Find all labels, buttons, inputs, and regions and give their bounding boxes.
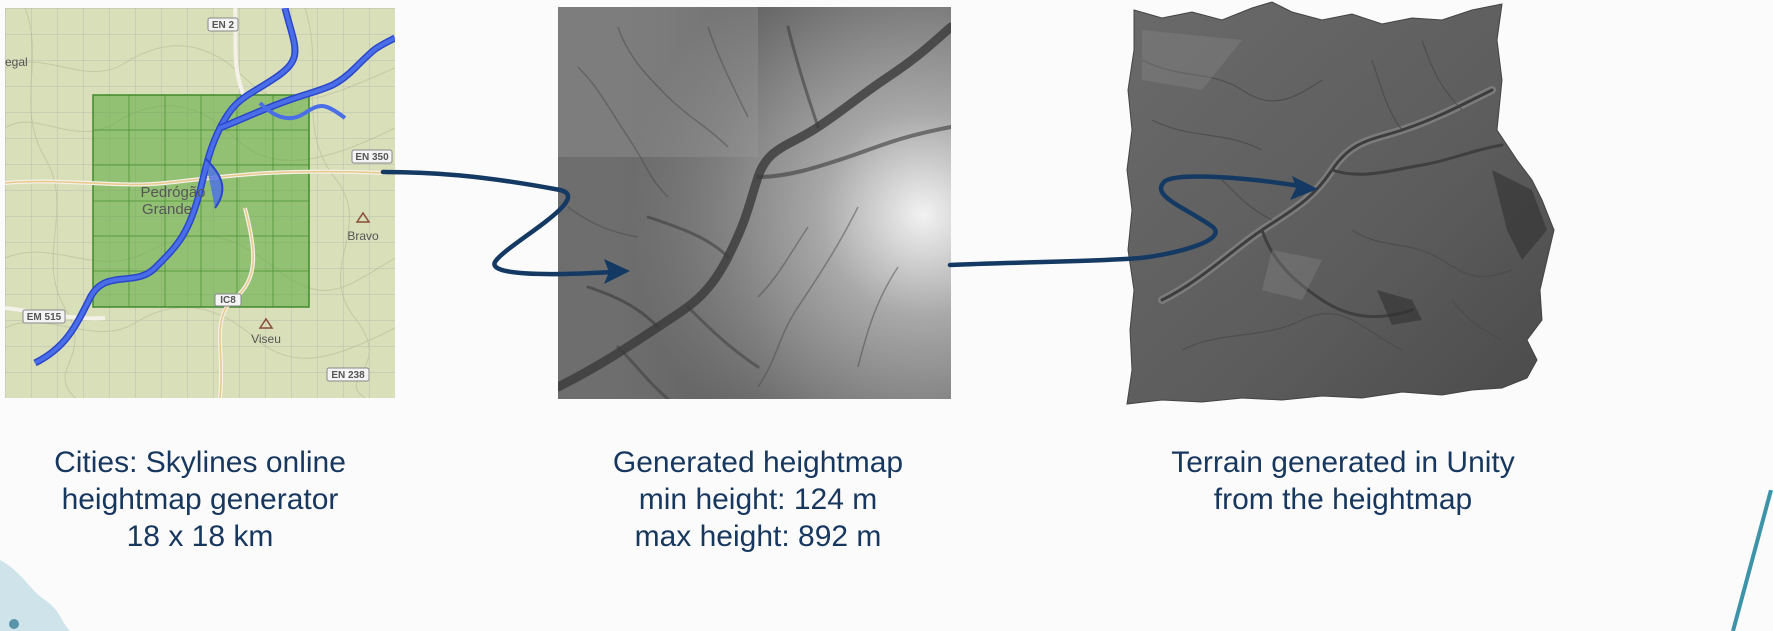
caption-map-line-3: 18 x 18 km <box>126 520 274 553</box>
caption-heightmap-line-3: max height: 892 m <box>634 520 882 553</box>
road-label-ic8: IC8 <box>214 293 242 307</box>
caption-map: Cities: Skylines online heightmap genera… <box>30 444 370 555</box>
road-label-en350: EN 350 <box>351 149 393 164</box>
place-label-viseu: Viseu <box>251 332 281 346</box>
road-label-en238: EN 238 <box>326 367 370 382</box>
caption-terrain: Terrain generated in Unity from the heig… <box>1148 444 1538 518</box>
decor-splash-left <box>0 560 70 631</box>
caption-heightmap-line-1: Generated heightmap <box>612 446 904 479</box>
heightmap-image <box>558 7 951 399</box>
svg-text:EN 350: EN 350 <box>355 152 389 163</box>
place-label-bravo: Bravo <box>347 229 379 243</box>
caption-map-line-1: Cities: Skylines online <box>54 446 346 479</box>
place-label-pedrogao: Pedrógão <box>140 184 205 201</box>
svg-text:IC8: IC8 <box>220 295 236 306</box>
caption-heightmap: Generated heightmap min height: 124 m ma… <box>583 444 933 555</box>
place-label-edge: egal <box>5 55 28 69</box>
terrain-panel <box>1122 0 1562 410</box>
mountain-icon <box>258 317 274 329</box>
heightmap-panel <box>558 7 951 399</box>
svg-text:EN 238: EN 238 <box>331 370 365 381</box>
map-panel: EN 2 EN 350 EM 515 IC8 EN 238 Pedrógão G… <box>5 8 395 398</box>
caption-terrain-line-2: from the heightmap <box>1213 483 1473 516</box>
caption-map-line-2: heightmap generator <box>61 483 339 516</box>
road-label-en2: EN 2 <box>207 17 239 32</box>
map-image: EN 2 EN 350 EM 515 IC8 EN 238 Pedrógão G… <box>5 8 395 398</box>
svg-text:EN 2: EN 2 <box>212 20 235 31</box>
caption-heightmap-line-2: min height: 124 m <box>638 483 878 516</box>
mountain-icon <box>355 211 371 223</box>
decor-stroke-right <box>1731 490 1773 631</box>
place-label-grande: Grande <box>142 201 192 218</box>
svg-text:EM 515: EM 515 <box>27 312 62 323</box>
road-label-em515: EM 515 <box>22 309 66 324</box>
caption-terrain-line-1: Terrain generated in Unity <box>1171 446 1515 479</box>
terrain-render <box>1126 1 1555 405</box>
